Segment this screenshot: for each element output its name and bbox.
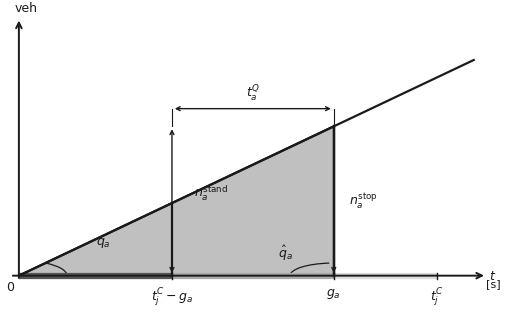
- Text: $t_j^C - g_a$: $t_j^C - g_a$: [151, 287, 193, 309]
- Polygon shape: [19, 126, 334, 276]
- Text: 0: 0: [6, 280, 14, 294]
- Text: $t_j^C$: $t_j^C$: [430, 287, 443, 309]
- Text: $t_a^Q$: $t_a^Q$: [246, 84, 260, 104]
- Text: $n_a^{\mathrm{stop}}$: $n_a^{\mathrm{stop}}$: [349, 191, 378, 211]
- Text: veh: veh: [15, 2, 37, 15]
- Text: $\hat{q}_a$: $\hat{q}_a$: [278, 244, 293, 263]
- Text: $g_a$: $g_a$: [326, 287, 341, 301]
- Text: t: t: [489, 271, 494, 283]
- Text: $q_a$: $q_a$: [96, 236, 111, 250]
- Text: $n_a^{\mathrm{stand}}$: $n_a^{\mathrm{stand}}$: [194, 184, 228, 203]
- Text: [s]: [s]: [486, 280, 500, 290]
